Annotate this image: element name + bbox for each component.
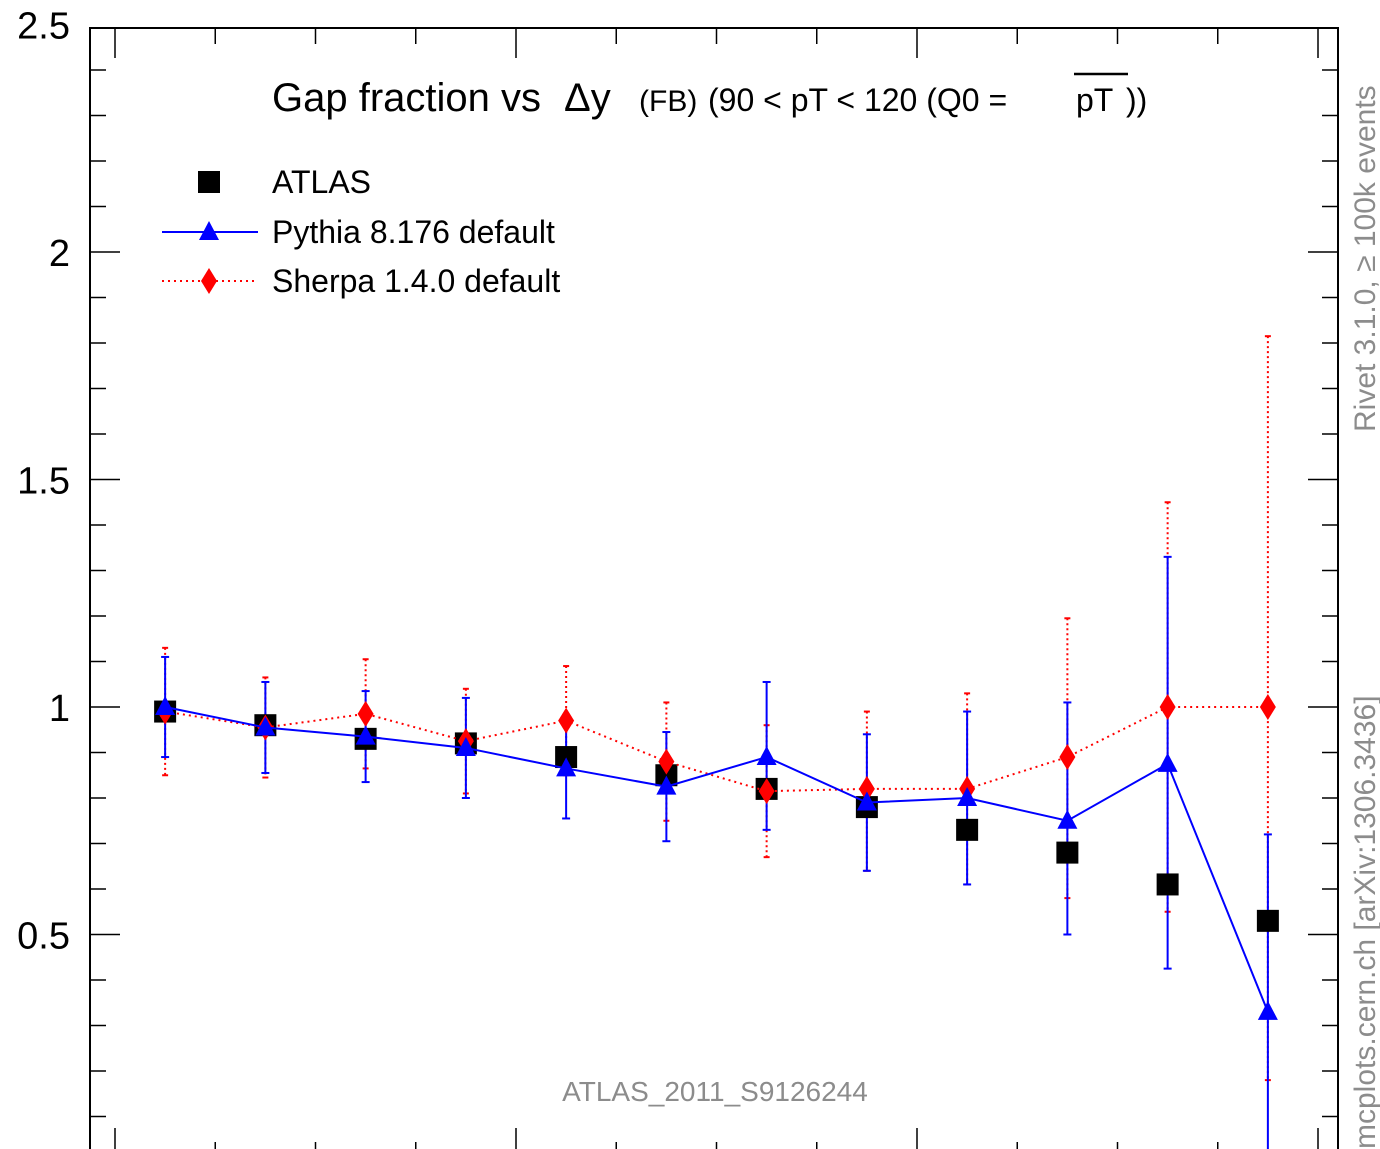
pythia-marker	[355, 725, 376, 745]
sherpa-marker	[658, 748, 675, 775]
atlas-data-point	[555, 746, 578, 769]
title-pt: pT	[1076, 82, 1113, 118]
legend: ATLAS Pythia 8.176 default Sherpa 1.4.0 …	[162, 164, 560, 299]
atlas-data-point	[1056, 841, 1079, 864]
pythia-marker	[155, 696, 176, 715]
legend-pythia-label: Pythia 8.176 default	[272, 214, 555, 250]
plot-frame	[89, 27, 1339, 1149]
side-label-top: Rivet 3.1.0, ≥ 100k events	[1349, 85, 1380, 432]
pythia-marker	[957, 787, 978, 806]
sherpa-marker	[558, 707, 575, 734]
y-tick-label: 2.5	[17, 6, 70, 48]
title-close: ))	[1126, 82, 1147, 118]
title-delta: Δy	[564, 76, 611, 120]
pythia-marker	[1057, 809, 1078, 829]
atlas-data-point	[1256, 909, 1279, 932]
legend-sherpa-marker	[201, 268, 217, 294]
y-axis-tick-labels: 0.5 1 1.5 2 2.5 0	[17, 6, 70, 1149]
title-fb: (FB)	[639, 85, 697, 118]
sherpa-marker	[758, 778, 775, 805]
pythia-marker	[1257, 1000, 1278, 1020]
legend-pythia-marker	[199, 221, 219, 240]
watermark: ATLAS_2011_S9126244	[562, 1076, 868, 1107]
pythia-marker	[556, 757, 577, 777]
atlas-data-point	[655, 764, 678, 787]
sherpa-marker	[1259, 694, 1276, 720]
pythia-marker	[1157, 752, 1178, 772]
y-tick-label: 1	[49, 688, 70, 730]
legend-atlas-marker	[198, 171, 220, 193]
sherpa-line	[164, 706, 1268, 793]
sherpa-marker	[357, 700, 374, 727]
pythia-marker	[856, 791, 877, 811]
legend-sherpa-label: Sherpa 1.4.0 default	[272, 263, 560, 299]
pythia-marker	[255, 716, 276, 736]
y-tick-label: 1.5	[17, 461, 70, 503]
pythia-marker	[455, 736, 476, 756]
pythia-marker	[656, 775, 677, 795]
y-tick-label: 0	[49, 1143, 70, 1149]
title-main: Gap fraction vs	[272, 76, 541, 120]
atlas-data-point	[1156, 873, 1179, 896]
y-tick-label: 2	[49, 233, 70, 275]
y-tick-label: 0.5	[17, 916, 70, 958]
pythia-marker	[756, 746, 777, 766]
sherpa-marker	[1059, 744, 1076, 771]
title-range: (90 < pT < 120 (Q0 =	[708, 82, 1007, 118]
chart-title: Gap fraction vs Δy (FB) (90 < pT < 120 (…	[272, 72, 1147, 120]
sherpa-marker	[858, 775, 875, 802]
axis-ticks	[90, 28, 1338, 1149]
sherpa-marker	[1159, 694, 1176, 720]
atlas-data-point	[956, 818, 979, 841]
side-label-bottom: mcplots.cern.ch [arXiv:1306.3436]	[1349, 695, 1380, 1149]
pythia-line	[164, 706, 1269, 1013]
series-layer	[154, 335, 1279, 1149]
legend-atlas-label: ATLAS	[272, 164, 371, 200]
